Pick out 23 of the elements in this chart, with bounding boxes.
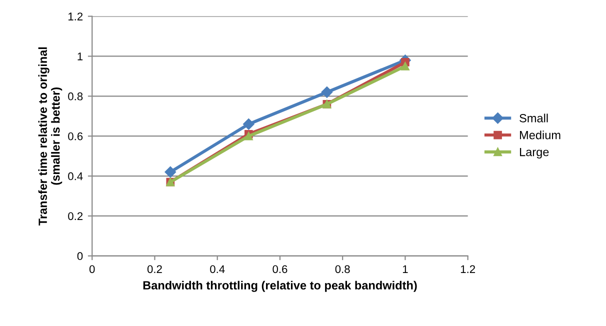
legend-label: Medium — [520, 130, 560, 140]
x-axis-title: Bandwidth throttling (relative to peak bandwidth) — [143, 280, 417, 292]
point — [243, 118, 254, 130]
x-tick-label: 1.2 — [460, 265, 475, 273]
x-tick-label: 0.8 — [335, 265, 350, 274]
point — [401, 62, 410, 70]
point — [321, 86, 333, 98]
legend-label: Large — [520, 148, 549, 159]
legend-label: Small — [520, 114, 548, 122]
x-tick-label: 1 — [402, 265, 408, 273]
point — [164, 166, 176, 178]
x-tick-label: 0 — [89, 265, 95, 274]
y-tick-label: 0.4 — [68, 172, 83, 180]
y-tick-label: 0.2 — [68, 212, 83, 220]
x-tick-label: 0.4 — [210, 265, 225, 274]
y-tick-label: 0.6 — [68, 132, 83, 140]
y-tick-label: 1 — [78, 52, 83, 60]
y-axis-title: Transfer time relative to original (smaller is better) — [38, 47, 62, 226]
y-tick-label: 1.2 — [68, 12, 83, 20]
y-tick-label: 0.8 — [68, 92, 83, 100]
y-tick-label: 0 — [77, 252, 83, 260]
x-tick-label: 0.2 — [147, 265, 162, 274]
x-tick-label: 0.6 — [272, 265, 288, 274]
